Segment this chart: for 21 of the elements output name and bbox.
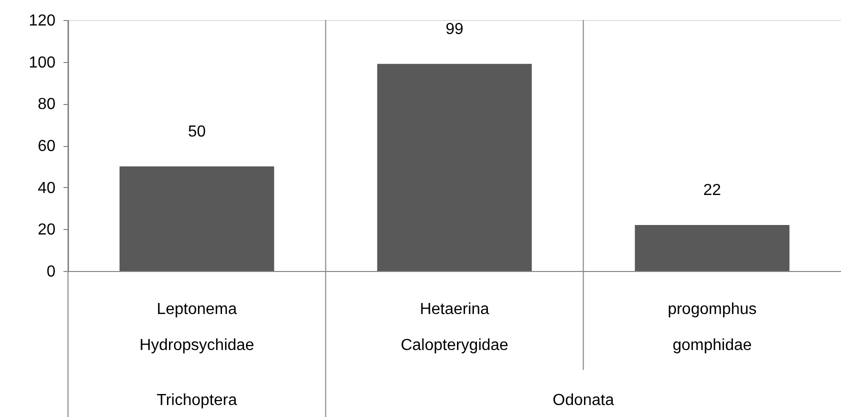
y-tick-label: 0 [46,264,56,280]
data-label: 50 [188,123,206,140]
x-tick-label: progomphus [668,301,757,318]
data-label: 99 [446,20,464,38]
x-tick-label: Leptonema [156,301,237,318]
text: Calopterygidae [400,337,508,354]
y-tick-label: 80 [38,96,56,114]
text: gomphidae [672,337,752,354]
y-tick-label: 120 [28,12,56,30]
text: Odonata [552,392,614,409]
y-tick-label: 20 [38,222,56,239]
y-tick-label: 40 [38,180,56,197]
bar [377,64,532,271]
y-tick-label: 100 [28,54,56,72]
text: Trichoptera [156,392,238,409]
bar [634,224,790,271]
y-tick-label: 60 [38,138,56,155]
data-label: 22 [703,182,722,199]
bar [120,166,274,271]
text: Hydropsychidae [139,337,254,354]
x-tick-label: Hetaerina [420,301,490,318]
